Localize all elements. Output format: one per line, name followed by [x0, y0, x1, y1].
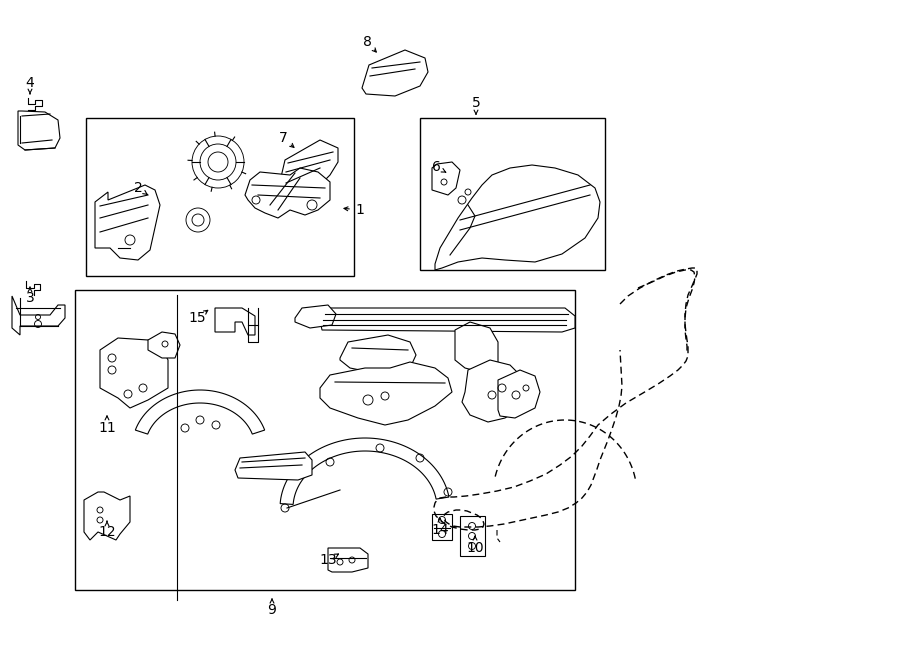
Polygon shape [100, 338, 168, 408]
Text: 1: 1 [356, 203, 364, 217]
Polygon shape [462, 360, 525, 422]
Polygon shape [320, 308, 575, 332]
Text: 8: 8 [363, 35, 372, 49]
Text: 11: 11 [98, 421, 116, 435]
Polygon shape [84, 492, 130, 540]
Text: 10: 10 [466, 541, 484, 555]
Polygon shape [278, 140, 338, 196]
Polygon shape [280, 438, 449, 504]
Polygon shape [460, 516, 485, 556]
Polygon shape [95, 185, 160, 260]
Polygon shape [320, 362, 452, 425]
Polygon shape [295, 305, 336, 328]
Text: 5: 5 [472, 96, 481, 110]
Polygon shape [215, 308, 255, 335]
Bar [420, 118, 605, 270]
Bar [75, 290, 575, 590]
Text: 15: 15 [188, 311, 206, 325]
Text: 14: 14 [431, 523, 449, 537]
Polygon shape [432, 514, 452, 540]
Text: 9: 9 [267, 603, 276, 617]
Text: 2: 2 [133, 181, 142, 195]
Polygon shape [362, 50, 428, 96]
Polygon shape [148, 332, 180, 358]
Bar [86, 118, 354, 276]
Polygon shape [245, 168, 330, 218]
Polygon shape [328, 548, 368, 572]
Polygon shape [135, 390, 265, 434]
Text: 7: 7 [279, 131, 287, 145]
Text: 4: 4 [25, 76, 34, 90]
Polygon shape [455, 322, 498, 372]
Text: 6: 6 [432, 160, 440, 174]
Text: 13: 13 [320, 553, 337, 567]
Polygon shape [12, 296, 65, 335]
Text: 12: 12 [98, 525, 116, 539]
Polygon shape [432, 162, 460, 195]
Polygon shape [18, 111, 60, 150]
Polygon shape [498, 370, 540, 418]
Polygon shape [340, 335, 416, 375]
Polygon shape [235, 452, 312, 480]
Polygon shape [435, 165, 600, 270]
Text: 3: 3 [25, 291, 34, 305]
